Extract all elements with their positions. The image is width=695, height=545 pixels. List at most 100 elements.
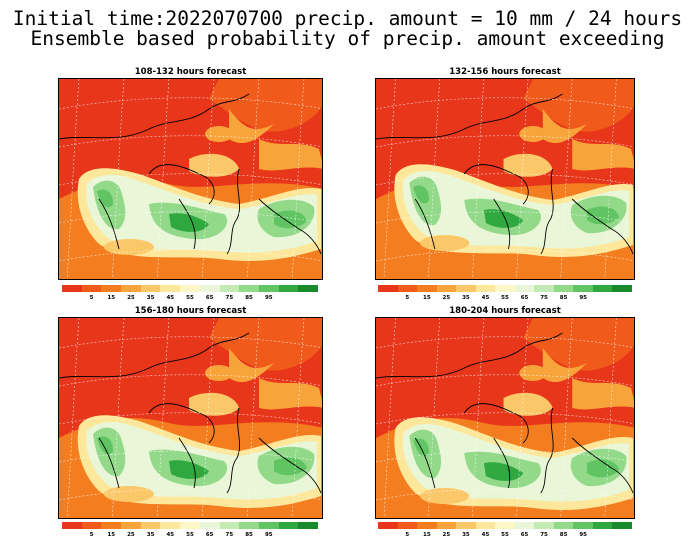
colorbar-swatch [121,285,141,292]
colorbar-swatch [378,522,398,529]
map-layers [59,318,322,518]
colorbar-label: 55 [186,295,194,301]
colorbar-swatch [456,285,476,292]
colorbar-labels: 5 15 25 35 45 55 65 75 85 95 [62,532,318,540]
colorbar-swatch [278,522,299,529]
colorbar-swatch [199,522,220,529]
colorbar-label: 95 [264,295,273,301]
colorbar-swatch [298,522,318,529]
colorbar-swatch [101,285,122,292]
map-layers [376,318,634,518]
colorbar-label: 75 [540,532,548,538]
colorbar-label: 85 [559,532,568,538]
colorbar-swatch [592,285,613,292]
colorbar-labels: 5 15 25 35 45 55 65 75 85 95 [62,295,318,303]
colorbar-label: 95 [579,295,587,301]
colorbar-label: 85 [559,295,568,301]
colorbar-label: 35 [146,532,155,538]
forecast-map-4 [375,317,635,519]
panel-title: 180-204 hours forecast [449,306,561,316]
colorbar [378,285,632,292]
colorbar-swatch [81,285,102,292]
colorbar-label: 75 [225,295,234,301]
colorbar-swatch [456,522,476,529]
colorbar-label: 15 [423,532,431,538]
colorbar-label: 75 [225,532,234,538]
colorbar-label: 25 [127,295,135,301]
colorbar-swatch [553,522,574,529]
colorbar-swatch [180,285,200,292]
colorbar-swatch [417,285,437,292]
colorbar-swatch [121,522,141,529]
chart-title-line1: Initial time:2022070700 precip. amount =… [12,7,683,30]
colorbar-label: 15 [423,295,431,301]
map-layers [59,79,322,279]
forecast-map-2 [375,78,635,280]
colorbar-label: 55 [501,295,509,301]
colorbar-label: 55 [186,532,194,538]
colorbar-swatch [397,522,418,529]
colorbar-label: 15 [107,295,116,301]
colorbar-swatch [397,285,418,292]
colorbar-label: 15 [107,532,116,538]
colorbar-swatch [612,285,632,292]
colorbar-swatch [417,522,437,529]
colorbar-label: 65 [205,532,214,538]
colorbar-swatch [514,285,535,292]
colorbar-swatch [62,285,82,292]
colorbar-label: 65 [520,532,529,538]
colorbar-label: 75 [540,295,548,301]
colorbar-label: 25 [127,532,135,538]
colorbar-swatch [101,522,122,529]
colorbar-swatch [239,522,259,529]
colorbar-swatch [160,285,181,292]
colorbar-label: 45 [166,532,175,538]
colorbar-swatch [475,522,496,529]
colorbar-swatch [475,285,496,292]
colorbar-label: 5 [405,532,410,538]
colorbar-swatch [495,522,515,529]
colorbar-label: 65 [205,295,214,301]
colorbar-label: 55 [501,532,509,538]
chart-title-line2: Ensemble based probability of precip. am… [30,27,665,50]
panel-title: 132-156 hours forecast [449,67,561,77]
colorbar-swatch [258,522,279,529]
colorbar-label: 95 [579,532,587,538]
colorbar-label: 45 [166,295,175,301]
panel-title: 108-132 hours forecast [134,67,247,77]
colorbar-swatch [140,522,161,529]
colorbar-swatch [140,285,161,292]
colorbar-label: 85 [245,532,253,538]
colorbar-swatch [612,522,632,529]
colorbar-label: 65 [520,295,529,301]
colorbar-swatch [180,522,200,529]
colorbar-label: 5 [89,295,94,301]
colorbar-swatch [199,285,220,292]
colorbar-label: 35 [146,295,155,301]
colorbar [62,522,318,529]
panel-title: 156-180 hours forecast [134,306,247,316]
colorbar-label: 25 [442,532,451,538]
colorbar-swatch [62,522,82,529]
colorbar-swatch [298,285,318,292]
colorbar-swatch [81,522,102,529]
colorbar-label: 85 [245,295,253,301]
colorbar-swatch [378,285,398,292]
colorbar-swatch [592,522,613,529]
colorbar-swatch [436,285,457,292]
colorbar-swatch [534,285,554,292]
colorbar-label: 25 [442,295,451,301]
colorbar-label: 45 [481,295,490,301]
colorbar-label: 35 [462,295,470,301]
colorbar-labels: 5 15 25 35 45 55 65 75 85 95 [378,295,632,303]
colorbar-swatch [160,522,181,529]
colorbar-label: 5 [405,295,410,301]
colorbar-swatch [534,522,554,529]
colorbar-swatch [239,285,259,292]
colorbar-label: 45 [481,532,490,538]
colorbar-swatch [219,285,240,292]
colorbar-swatch [573,285,593,292]
colorbar-swatch [514,522,535,529]
colorbar-swatch [436,522,457,529]
colorbar-label: 95 [264,532,273,538]
